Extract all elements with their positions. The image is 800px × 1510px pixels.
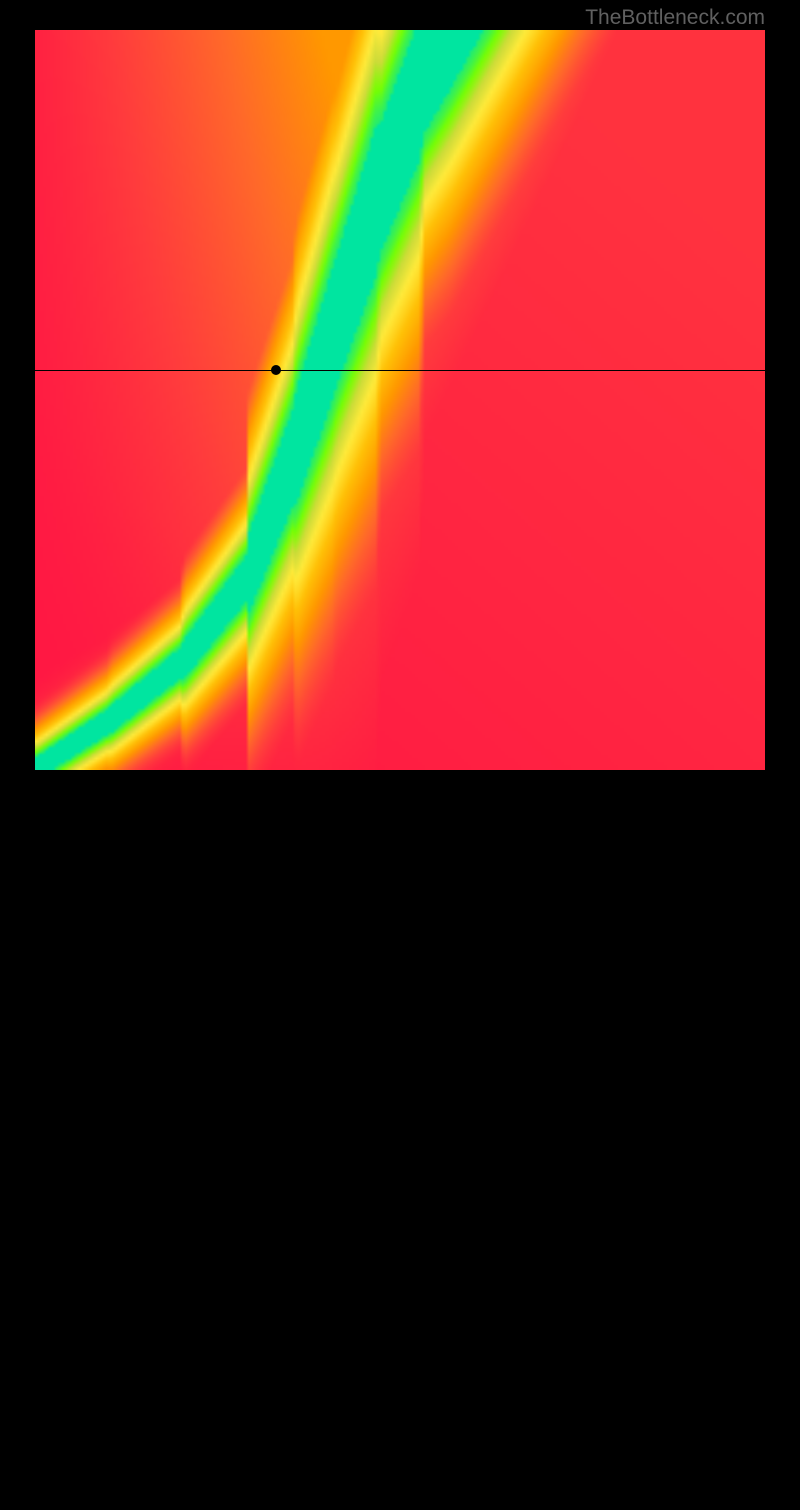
crosshair-vertical <box>276 770 277 1510</box>
watermark-text: TheBottleneck.com <box>585 6 765 30</box>
crosshair-marker-dot <box>271 365 281 375</box>
heatmap-canvas <box>35 30 765 770</box>
crosshair-horizontal <box>35 370 765 371</box>
bottleneck-heatmap <box>35 30 765 770</box>
